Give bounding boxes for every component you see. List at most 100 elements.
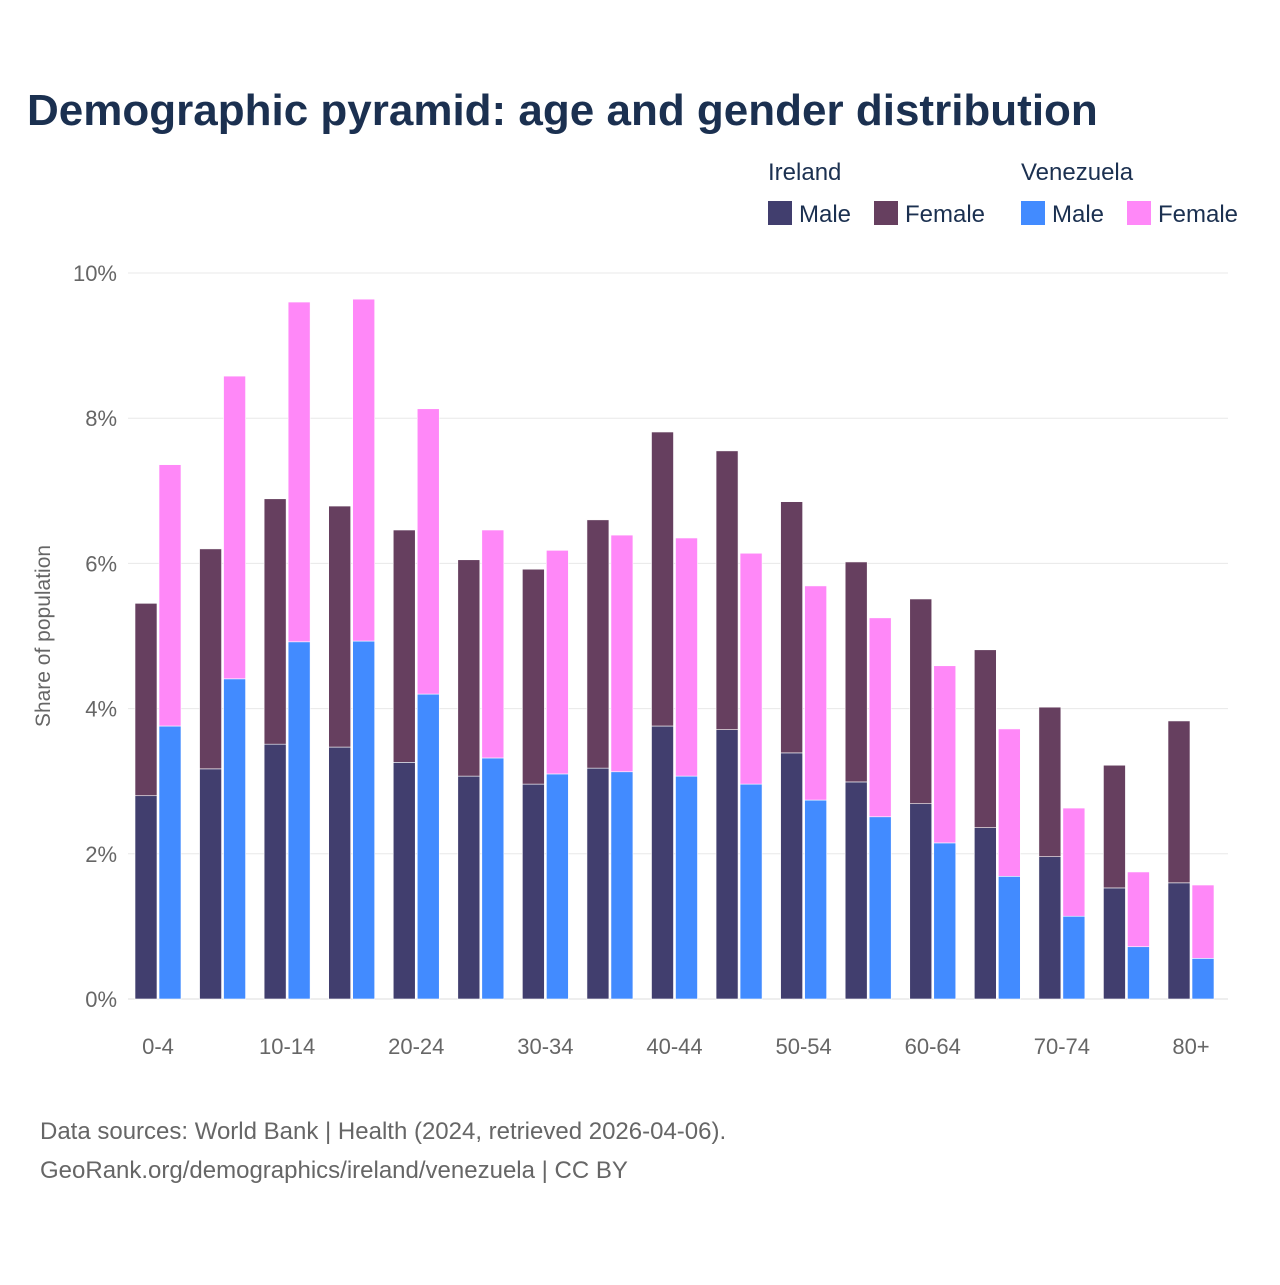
bar-venezuela-female-60-64: [933, 665, 957, 844]
bar-ireland-female-20-24: [392, 529, 416, 763]
bar-venezuela-male-40-44: [675, 775, 698, 1000]
bar-venezuela-male-5-9: [223, 678, 246, 1000]
bar-ireland-male-35-39: [586, 767, 610, 1000]
bar-venezuela-female-45-49: [739, 552, 763, 785]
y-axis-label: Share of population: [32, 545, 55, 727]
x-tick-label: 30-34: [517, 1034, 573, 1059]
bar-ireland-male-0-4: [134, 795, 158, 1000]
y-tick-label: 2%: [85, 842, 117, 867]
bar-ireland-male-30-34: [522, 783, 545, 1000]
bar-ireland-male-65-69: [974, 827, 997, 1000]
y-tick-label: 4%: [85, 697, 117, 722]
bar-venezuela-male-25-29: [481, 757, 505, 1000]
bar-venezuela-male-35-39: [610, 771, 634, 1000]
bar-ireland-female-15-19: [328, 505, 351, 748]
bar-venezuela-female-5-9: [223, 375, 246, 680]
bar-venezuela-male-0-4: [158, 725, 182, 1000]
bar-venezuela-female-70-74: [1062, 807, 1086, 917]
bar-venezuela-female-10-14: [287, 301, 311, 643]
source-link[interactable]: GeoRank.org/demographics/ireland/venezue…: [40, 1157, 628, 1184]
bar-ireland-male-50-54: [780, 752, 803, 1000]
bar-venezuela-female-30-34: [546, 550, 569, 775]
bar-ireland-female-65-69: [974, 649, 997, 828]
bar-venezuela-male-75-79: [1127, 946, 1150, 1000]
chart-title: Demographic pyramid: age and gender dist…: [27, 86, 1098, 135]
bar-ireland-female-10-14: [263, 498, 287, 745]
bar-ireland-male-15-19: [328, 746, 351, 1000]
x-tick-label: 40-44: [646, 1034, 702, 1059]
source-note: Data sources: World Bank | Health (2024,…: [40, 1118, 726, 1145]
x-tick-label: 80+: [1172, 1034, 1209, 1059]
legend-label: Female: [1158, 201, 1238, 228]
bar-venezuela-male-70-74: [1062, 915, 1086, 1000]
bar-ireland-female-5-9: [199, 548, 222, 770]
bar-venezuela-female-50-54: [804, 585, 827, 801]
legend-swatch: [768, 201, 792, 225]
bar-ireland-female-50-54: [780, 501, 803, 754]
y-tick-label: 8%: [85, 406, 117, 431]
x-axis-ticks: 0-4 10-14 20-24 30-34 40-44 50-54 60-64 70-74 80…: [142, 1034, 1210, 1059]
bar-ireland-female-75-79: [1103, 764, 1126, 889]
bar-venezuela-male-45-49: [739, 783, 763, 1000]
bar-venezuela-male-15-19: [352, 640, 375, 1000]
x-tick-label: 60-64: [905, 1034, 961, 1059]
legend-group-title: Venezuela: [1021, 159, 1134, 186]
bar-ireland-male-70-74: [1038, 856, 1062, 1000]
legend-swatch: [1127, 201, 1151, 225]
bar-ireland-male-75-79: [1103, 887, 1126, 1000]
bar-venezuela-female-20-24: [416, 408, 440, 695]
bar-venezuela-male-65-69: [998, 876, 1021, 1000]
bar-ireland-male-20-24: [392, 762, 416, 1000]
bar-ireland-female-35-39: [586, 519, 610, 769]
bar-ireland-male-5-9: [199, 768, 222, 1000]
bar-ireland-male-60-64: [909, 803, 933, 1000]
bar-venezuela-female-75-79: [1127, 871, 1150, 948]
x-tick-label: 0-4: [142, 1034, 174, 1059]
legend-swatch: [874, 201, 898, 225]
legend-label: Male: [799, 201, 851, 228]
bar-venezuela-female-40-44: [675, 537, 698, 777]
bar-venezuela-female-35-39: [610, 534, 634, 773]
bar-venezuela-male-30-34: [546, 773, 569, 1000]
bar-ireland-female-60-64: [909, 598, 933, 805]
bar-venezuela-male-60-64: [933, 842, 957, 1000]
bar-venezuela-female-55-59: [868, 617, 892, 818]
x-tick-label: 20-24: [388, 1034, 444, 1059]
bar-ireland-female-80+: [1167, 720, 1191, 884]
x-tick-label: 70-74: [1034, 1034, 1090, 1059]
bar-ireland-female-70-74: [1038, 706, 1062, 858]
legend-group-title: Ireland: [768, 159, 841, 186]
bar-venezuela-male-55-59: [868, 816, 892, 1000]
bar-ireland-female-30-34: [522, 568, 545, 785]
bar-ireland-male-25-29: [457, 775, 481, 1000]
bar-ireland-female-40-44: [651, 431, 674, 727]
bar-ireland-male-55-59: [844, 781, 868, 1000]
bar-venezuela-female-0-4: [158, 464, 182, 727]
bar-ireland-female-45-49: [715, 450, 739, 730]
legend-label: Male: [1052, 201, 1104, 228]
bar-ireland-female-25-29: [457, 559, 481, 777]
bar-ireland-female-0-4: [134, 603, 158, 797]
y-tick-label: 0%: [85, 987, 117, 1012]
y-axis-ticks: 0% 2% 4% 6% 8% 10%: [73, 261, 117, 1012]
y-tick-label: 10%: [73, 261, 117, 286]
bar-ireland-male-45-49: [715, 729, 739, 1000]
legend-swatch: [1021, 201, 1045, 225]
y-tick-label: 6%: [85, 551, 117, 576]
x-tick-label: 50-54: [775, 1034, 831, 1059]
bar-venezuela-male-20-24: [416, 693, 440, 1000]
bar-ireland-male-80+: [1167, 882, 1191, 1000]
bar-ireland-male-10-14: [263, 743, 287, 1000]
bars: [134, 298, 1215, 1000]
x-tick-label: 10-14: [259, 1034, 315, 1059]
bar-venezuela-female-25-29: [481, 529, 505, 759]
bar-venezuela-male-50-54: [804, 799, 827, 1000]
bar-venezuela-female-15-19: [352, 298, 375, 642]
bar-venezuela-female-65-69: [998, 728, 1021, 877]
bar-venezuela-female-80+: [1191, 884, 1215, 959]
bar-venezuela-male-80+: [1191, 958, 1215, 1000]
bar-ireland-male-40-44: [651, 725, 674, 1000]
legend: Ireland Male Female Venezuela Male Female: [768, 159, 1238, 228]
bar-ireland-female-55-59: [844, 561, 868, 783]
